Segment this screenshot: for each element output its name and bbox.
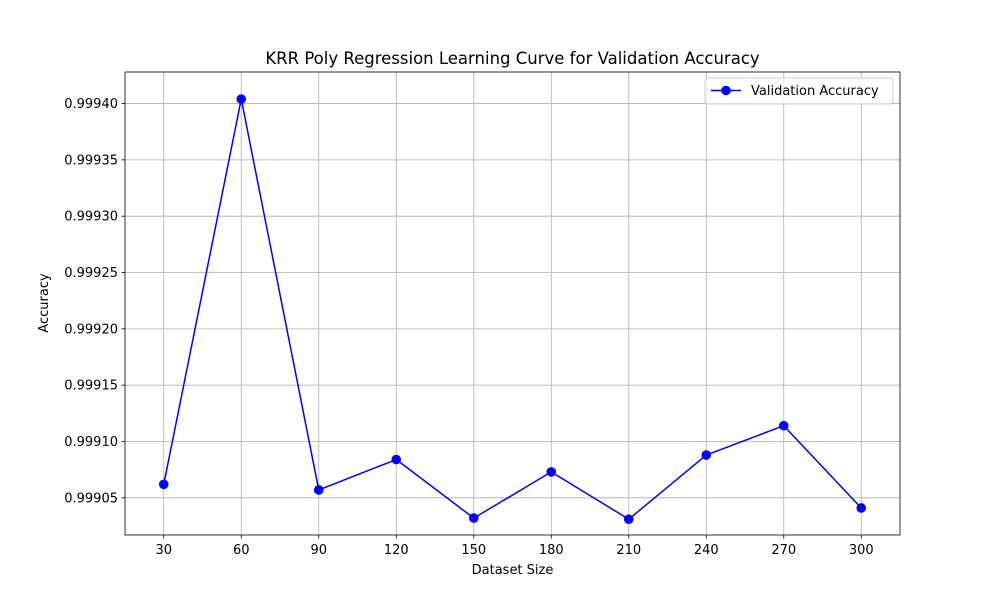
y-tick-label: 0.99940 bbox=[64, 97, 118, 112]
data-point bbox=[546, 467, 557, 477]
y-tick-label: 0.99920 bbox=[64, 322, 118, 337]
plot-frame bbox=[124, 71, 901, 536]
data-point bbox=[391, 454, 402, 465]
data-point bbox=[623, 514, 634, 525]
grid bbox=[125, 72, 900, 535]
y-tick-label: 0.99915 bbox=[64, 379, 118, 394]
legend-box bbox=[704, 77, 894, 105]
data-point bbox=[856, 503, 867, 513]
data-point bbox=[158, 479, 169, 490]
x-tick-label: 120 bbox=[384, 543, 409, 558]
y-tick-label: 0.99910 bbox=[64, 435, 118, 450]
tick-labels: 30 60 90 120 150 180 210 240 270 300 0.99905 0.9991… bbox=[64, 97, 873, 558]
y-axis-label: Accuracy bbox=[37, 273, 52, 333]
y-tick-label: 0.99925 bbox=[64, 266, 118, 281]
x-tick-label: 90 bbox=[310, 543, 327, 558]
x-tick-label: 30 bbox=[155, 543, 172, 558]
legend: Validation Accuracy bbox=[704, 77, 894, 105]
x-axis-label: Dataset Size bbox=[472, 563, 554, 578]
x-tick-label: 240 bbox=[694, 543, 719, 558]
data-point bbox=[236, 94, 247, 104]
data-point bbox=[313, 485, 324, 495]
x-tick-label: 270 bbox=[771, 543, 796, 558]
legend-label: Validation Accuracy bbox=[751, 84, 879, 99]
legend-marker bbox=[721, 85, 731, 96]
chart-title: KRR Poly Regression Learning Curve for V… bbox=[265, 49, 760, 68]
data-point bbox=[701, 450, 712, 460]
x-tick-label: 180 bbox=[539, 543, 564, 558]
y-tick-label: 0.99935 bbox=[64, 153, 118, 168]
series-line-validation-accuracy bbox=[163, 98, 862, 520]
x-tick-label: 210 bbox=[616, 543, 641, 558]
axes bbox=[121, 71, 901, 539]
y-tick-label: 0.99930 bbox=[64, 210, 118, 225]
x-tick-label: 150 bbox=[461, 543, 486, 558]
series-layer bbox=[158, 94, 867, 525]
x-tick-label: 300 bbox=[849, 543, 874, 558]
data-point bbox=[468, 513, 479, 523]
x-tick-label: 60 bbox=[233, 543, 250, 558]
data-point bbox=[778, 420, 789, 431]
y-tick-label: 0.99905 bbox=[64, 491, 118, 506]
